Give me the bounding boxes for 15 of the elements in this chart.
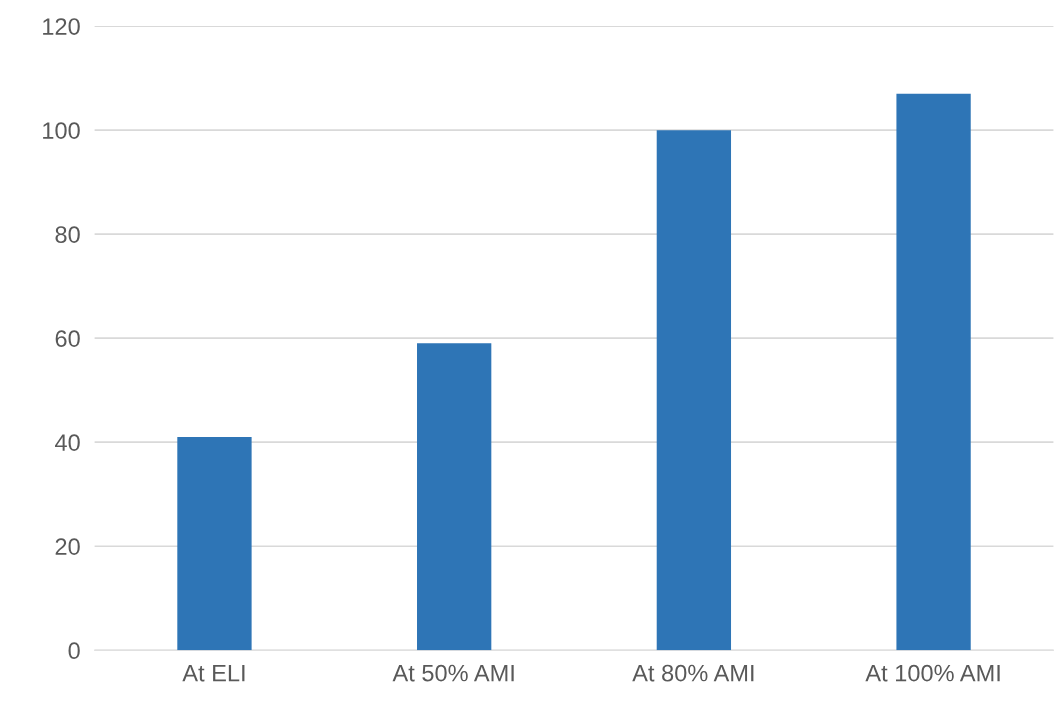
x-tick-label: At 50% AMI: [392, 664, 514, 682]
y-tick-label: 80: [55, 226, 80, 243]
x-tick-label: At ELI: [182, 664, 245, 682]
bar: [177, 436, 252, 651]
y-tick-label: 100: [43, 122, 80, 139]
bar: [656, 130, 732, 651]
bar: [896, 93, 971, 651]
y-tick-label: 120: [43, 18, 80, 35]
x-tick-label: At 80% AMI: [632, 664, 754, 682]
y-tick-label: 40: [55, 434, 80, 451]
y-tick-label: 20: [55, 538, 80, 555]
x-tick-label: At 100% AMI: [865, 664, 1000, 682]
y-tick-label: 0: [68, 642, 80, 660]
bar: [417, 343, 492, 651]
y-tick-label: 60: [55, 330, 80, 347]
